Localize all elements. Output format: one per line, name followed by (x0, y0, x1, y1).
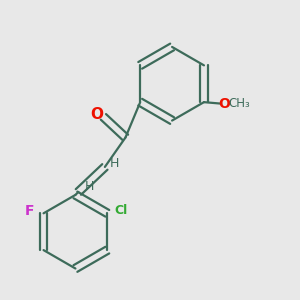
Text: H: H (110, 157, 119, 170)
Text: O: O (218, 97, 230, 111)
Text: F: F (25, 204, 34, 218)
Text: Cl: Cl (115, 204, 128, 217)
Text: H: H (85, 180, 94, 193)
Text: CH₃: CH₃ (228, 97, 250, 110)
Text: O: O (90, 107, 104, 122)
